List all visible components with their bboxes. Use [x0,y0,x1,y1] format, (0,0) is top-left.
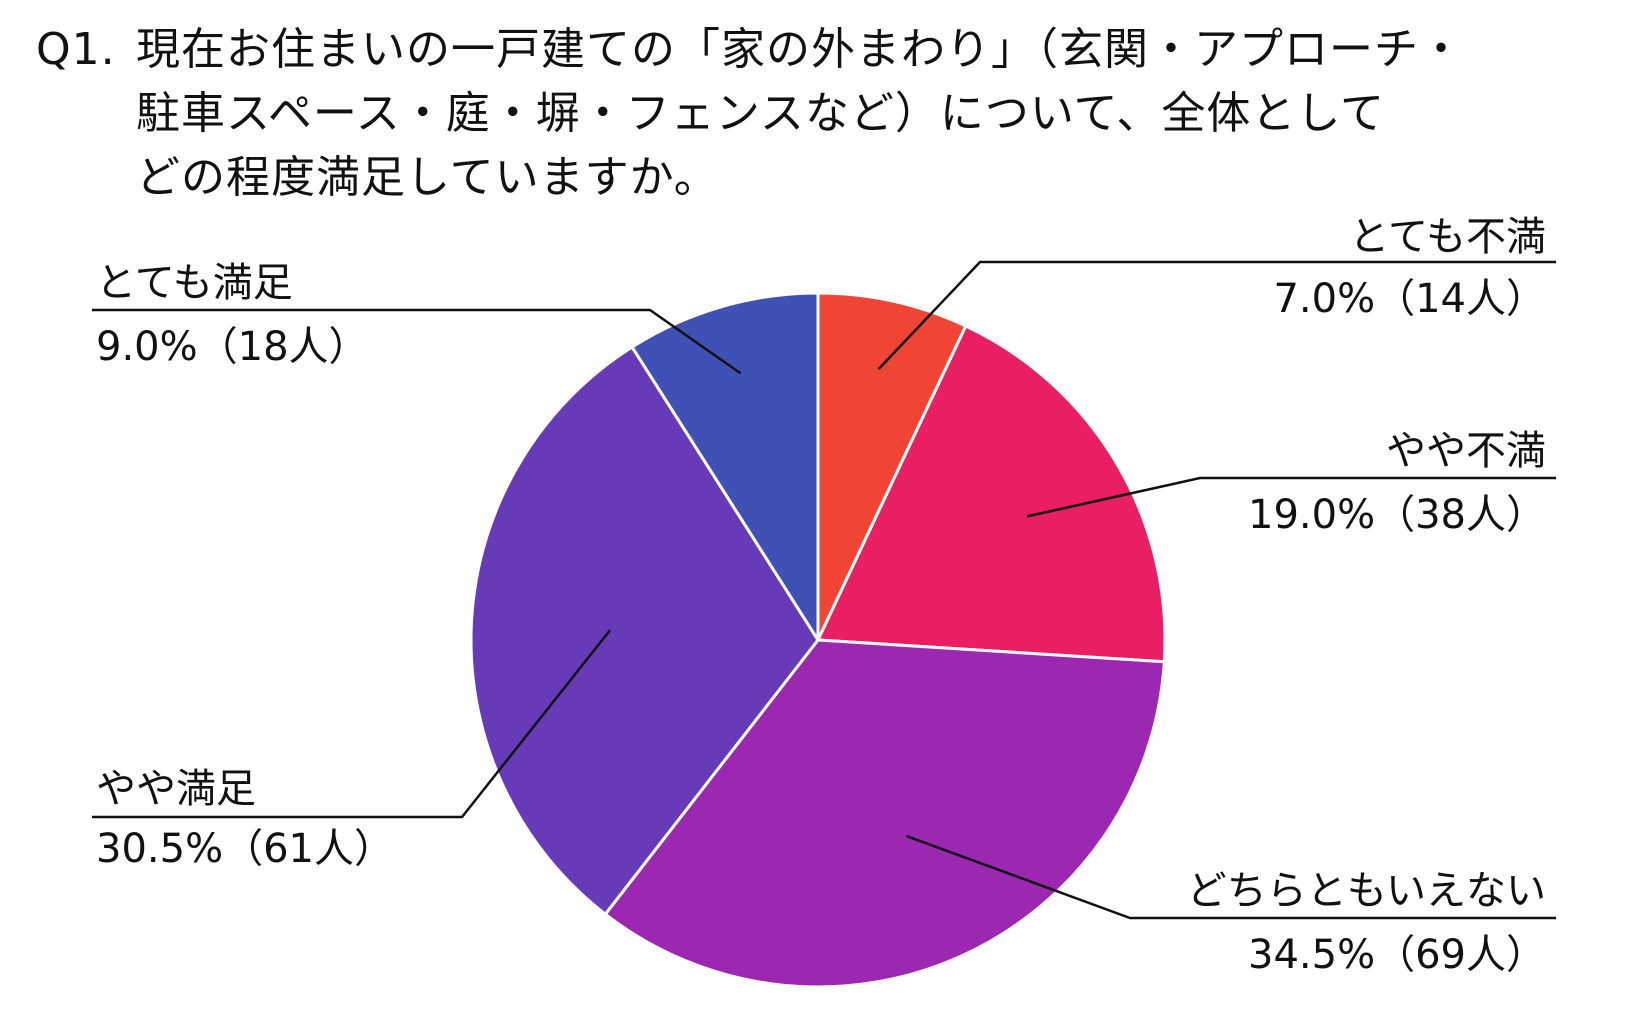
question-number: Q1. [36,24,116,75]
slice-category-label: やや満足 [96,766,256,812]
leader-line-3 [906,834,1556,920]
slice-value-label: 30.5%（61人） [96,826,394,872]
question-line-1: 現在お住まいの一戸建ての「家の外まわり」（玄関・アプローチ・ [136,24,1464,75]
slice-labels: とても不満 7.0%（14人） やや不満 19.0%（38人） どちらともいえない 34.… [96,214,1546,978]
leader-line-5 [92,308,742,375]
pie-slice-3 [603,638,1166,989]
slice-value-label: 34.5%（69人） [1248,932,1546,978]
leader-line-4 [92,629,611,819]
slice-category-label: とても不満 [1349,214,1546,260]
leader-lines [92,260,1556,920]
question-line-2: 駐車スペース・庭・塀・フェンスなど）について、全体として [136,88,1385,139]
leader-line-1 [877,260,1556,370]
slice-category-label: どちらともいえない [1187,868,1546,914]
slice-value-label: 7.0%（14人） [1273,276,1546,322]
question-line-3: どの程度満足していますか。 [136,152,719,203]
slice-category-label: やや不満 [1386,428,1546,474]
pie-slice-1 [816,291,968,642]
slice-category-label: とても満足 [96,260,293,306]
leader-line-2 [1026,476,1556,518]
question-title: Q1. 現在お住まいの一戸建ての「家の外まわり」（玄関・アプローチ・ 駐車スペース… [36,18,1596,210]
slice-value-label: 19.0%（38人） [1248,492,1546,538]
pie-slice-4 [469,345,820,916]
slice-value-label: 9.0%（18人） [96,324,369,370]
pie-slices [469,291,1167,989]
pie-slice-5 [630,291,820,642]
pie-slice-2 [816,324,1167,664]
